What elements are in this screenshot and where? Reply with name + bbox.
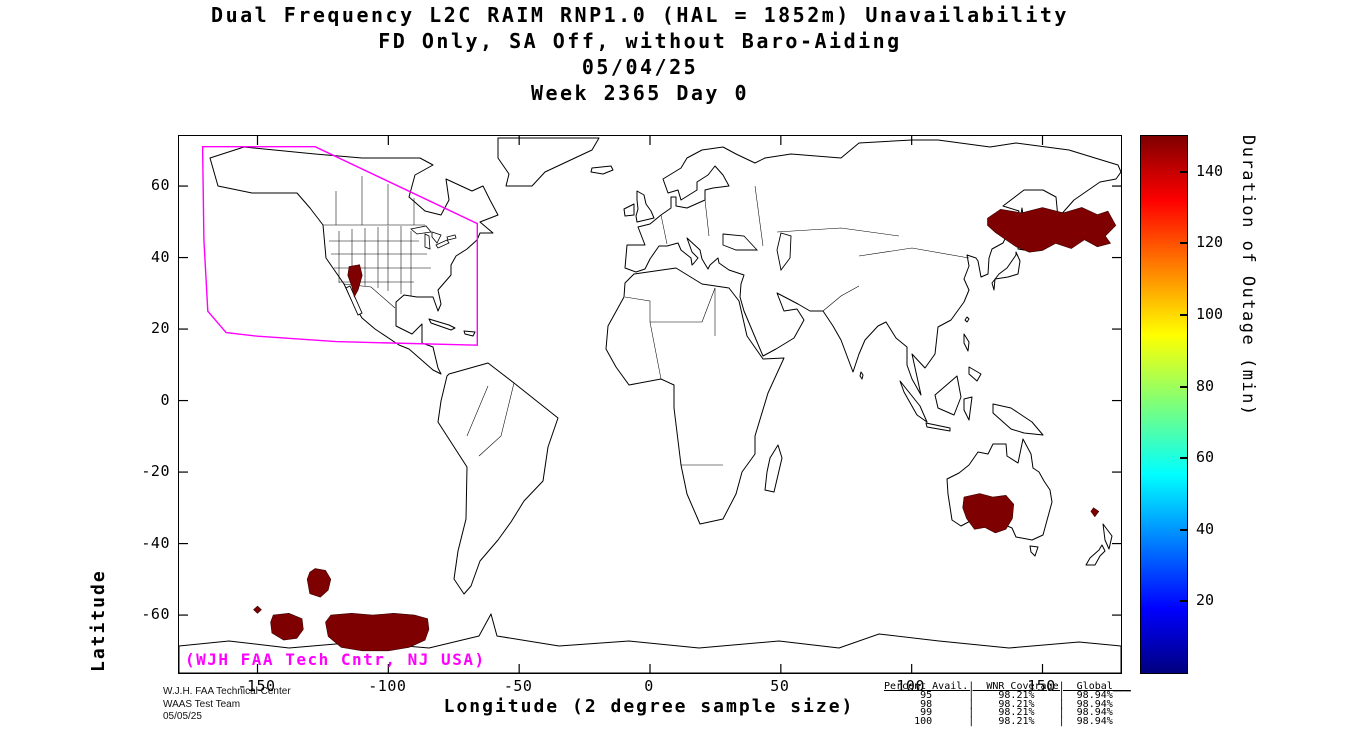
footer-credit-line: WAAS Test Team bbox=[163, 698, 241, 710]
x-tick-label: 100 bbox=[896, 677, 925, 695]
outage-arizona-mexico bbox=[347, 264, 363, 298]
colorbar-tick-mark bbox=[1180, 528, 1187, 531]
world-map bbox=[179, 136, 1121, 673]
x-tick-label: -100 bbox=[368, 677, 407, 695]
y-tick-label: 40 bbox=[150, 247, 170, 266]
outage-tasman-spot bbox=[1090, 507, 1100, 518]
title-line-3: 05/04/25 bbox=[581, 55, 699, 79]
title-line-1: Dual Frequency L2C RAIM RNP1.0 (HAL = 18… bbox=[211, 3, 1069, 27]
colorbar-tick-mark bbox=[1180, 457, 1187, 460]
outage-south-pacific-west bbox=[270, 612, 304, 641]
colorbar-tick-mark bbox=[1180, 170, 1187, 173]
country-state-borders bbox=[323, 176, 970, 466]
great-lakes bbox=[410, 225, 457, 250]
title-line-2: FD Only, SA Off, without Baro-Aiding bbox=[378, 29, 902, 53]
colorbar-tick-mark bbox=[1180, 314, 1187, 316]
colorbar-tick-label: 20 bbox=[1196, 591, 1215, 610]
colorbar-tick-mark bbox=[1180, 385, 1187, 388]
colorbar-tick-label: 100 bbox=[1196, 305, 1224, 323]
stats-table: Percent Avail.| WNR Coverage| Global___ … bbox=[884, 681, 1131, 728]
y-tick-label: 0 bbox=[160, 390, 170, 409]
x-tick-label: -150 bbox=[237, 677, 276, 695]
y-tick-label: 20 bbox=[150, 319, 170, 338]
footer-credit-block: W.J.H. FAA Technical Center WAAS Test Tea… bbox=[163, 686, 291, 724]
y-tick-label: -40 bbox=[141, 533, 170, 552]
colorbar-tick-label: 60 bbox=[1196, 448, 1215, 467]
colorbar bbox=[1140, 135, 1188, 674]
y-tick-label: -60 bbox=[141, 605, 170, 624]
outage-south-pacific-diamond bbox=[253, 605, 262, 614]
y-axis-label: Latitude bbox=[88, 569, 109, 672]
x-tick-label: 0 bbox=[644, 677, 654, 695]
stats-table-header: Percent Avail.| WNR Coverage| Global___ bbox=[884, 681, 1131, 692]
colorbar-label: Duration of Outage (min) bbox=[1238, 135, 1258, 417]
colorbar-tick-label: 80 bbox=[1196, 376, 1215, 395]
x-tick-label: 50 bbox=[770, 677, 790, 695]
x-tick-label: 150 bbox=[1027, 677, 1056, 695]
stats-table-row: 95 | 98.21% | 98.94% bbox=[884, 689, 1113, 701]
colorbar-tick-label: 120 bbox=[1196, 233, 1224, 252]
colorbar-tick-label: 140 bbox=[1196, 161, 1224, 180]
waas-boundary bbox=[201, 146, 478, 346]
map-plot: (WJH FAA Tech Cntr, NJ USA) bbox=[178, 135, 1122, 674]
footer-credit-line: 05/05/25 bbox=[163, 711, 202, 722]
x-axis-label: Longitude (2 degree sample size) bbox=[443, 696, 855, 717]
stats-table-row: 98 | 98.21% | 98.94% bbox=[884, 698, 1113, 710]
outage-south-pacific-north bbox=[306, 568, 332, 598]
y-tick-label: -20 bbox=[141, 462, 170, 481]
map-credit: (WJH FAA Tech Cntr, NJ USA) bbox=[185, 650, 486, 669]
title-line-4: Week 2365 Day 0 bbox=[530, 81, 750, 105]
inland-seas bbox=[345, 232, 792, 316]
outage-regions bbox=[253, 207, 1117, 652]
axis-tick-marks bbox=[179, 136, 1121, 673]
colorbar-tick-label: 40 bbox=[1196, 519, 1215, 538]
x-tick-label: -50 bbox=[503, 677, 533, 695]
stats-table-row: 99 | 98.21% | 98.94% bbox=[884, 707, 1113, 719]
waas-boundary-layer bbox=[201, 146, 478, 346]
outage-northwest-pacific bbox=[987, 207, 1117, 253]
chart-title: Dual Frequency L2C RAIM RNP1.0 (HAL = 18… bbox=[0, 2, 1280, 106]
coastlines bbox=[179, 137, 1121, 673]
colorbar-tick-mark bbox=[1180, 600, 1187, 603]
outage-south-pacific-large bbox=[325, 612, 430, 652]
y-tick-label: 60 bbox=[150, 176, 170, 195]
colorbar-tick-mark bbox=[1180, 242, 1187, 245]
footer-credit-line: W.J.H. FAA Technical Center bbox=[163, 686, 291, 697]
stats-table-row: 100 | 98.21% | 98.94% bbox=[884, 716, 1113, 728]
outage-south-australia bbox=[962, 493, 1015, 534]
